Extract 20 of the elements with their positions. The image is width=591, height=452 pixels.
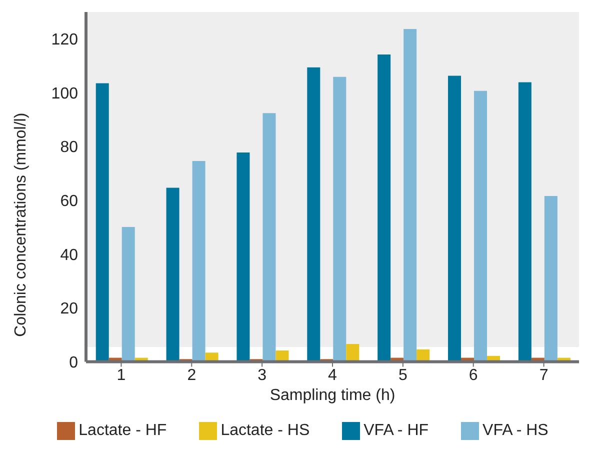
- legend-label: VFA - HF: [364, 422, 429, 439]
- legend-label: Lactate - HS: [220, 422, 310, 439]
- x-tick-label: 3: [258, 367, 267, 384]
- x-tick-label: 6: [468, 367, 478, 384]
- y-tick-label: 20: [60, 300, 78, 318]
- x-tick-label: 1: [116, 367, 126, 384]
- y-tick-label: 60: [60, 193, 78, 210]
- x-tick-label: 2: [187, 367, 196, 384]
- y-tick-label: 40: [60, 246, 78, 264]
- y-tick-label: 80: [60, 139, 78, 156]
- y-axis-title: Colonic concentrations (mmol/l): [12, 112, 30, 337]
- legend-label: Lactate - HF: [78, 422, 167, 439]
- x-tick-label: 7: [539, 367, 548, 384]
- x-tick-label: 4: [328, 367, 338, 384]
- x-tick-label: 5: [398, 367, 408, 384]
- x-axis-title: Sampling time (h): [270, 386, 396, 404]
- legend-label: VFA - HS: [482, 422, 548, 439]
- y-tick-label: 120: [51, 32, 78, 49]
- y-tick-label: 100: [51, 85, 78, 102]
- y-tick-label: 0: [69, 354, 78, 372]
